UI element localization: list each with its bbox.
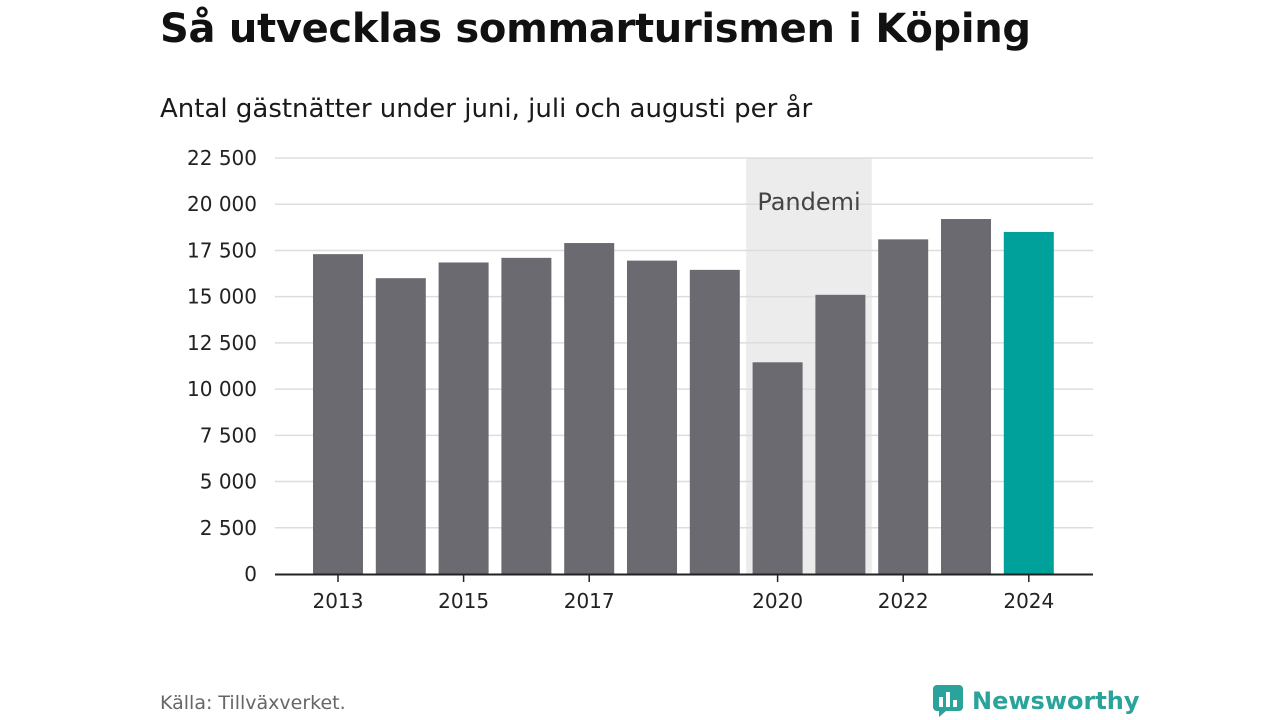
x-tick-label: 2017 [564,589,615,613]
newsworthy-logo-icon [933,685,963,717]
bar-2015 [438,262,489,574]
x-tick-label: 2015 [438,589,489,613]
y-tick-label: 20 000 [187,192,257,216]
bar-chart: Pandemi 0 2 500 5 000 7 500 10 000 12 500 15 00… [187,146,1093,613]
chart-title: Så utvecklas sommarturismen i Köping [160,6,1031,52]
y-tick-label: 17 500 [187,238,257,262]
bar-2018 [627,260,677,574]
brand-name: Newsworthy [972,687,1140,715]
bar-2013 [313,254,363,575]
newsworthy-logo: Newsworthy [932,682,1140,720]
y-tick-label: 2 500 [200,516,257,540]
y-tick-label: 0 [244,562,257,586]
x-tick-label: 2024 [1003,589,1054,613]
bar-2021 [815,294,866,574]
bar-2014 [375,278,426,574]
bar-2024 [1003,231,1054,574]
bar-2019 [689,269,740,574]
bar-2023 [941,219,991,574]
bar-2016 [501,257,552,574]
y-tick-label: 12 500 [187,331,257,355]
pandemic-label: Pandemi [757,188,860,216]
y-tick-label: 22 500 [187,146,257,170]
y-tick-label: 7 500 [200,423,257,447]
bar-2022 [878,239,929,574]
chart-subtitle: Antal gästnätter under juni, juli och au… [160,94,813,124]
x-tick-label: 2020 [752,589,803,613]
x-tick-label: 2022 [878,589,929,613]
y-tick-label: 10 000 [187,377,257,401]
y-tick-label: 15 000 [187,285,257,309]
y-tick-label: 5 000 [200,470,257,494]
source-note: Källa: Tillväxverket. [160,692,346,714]
bar-2017 [564,243,615,574]
bar-2020 [752,362,803,574]
x-tick-label: 2013 [313,589,364,613]
